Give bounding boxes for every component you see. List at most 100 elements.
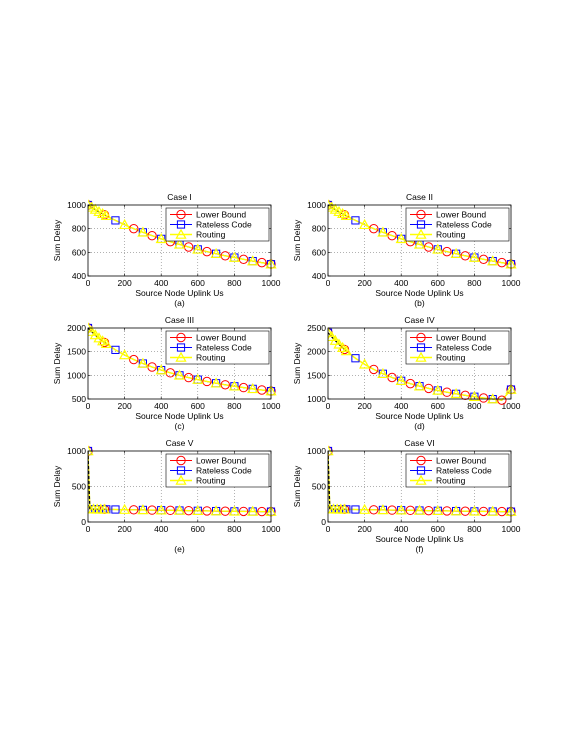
x-tick-label: 800 xyxy=(227,278,241,288)
legend-swatch-marker xyxy=(416,332,426,343)
x-axis-label: Source Node Uplink Us xyxy=(375,288,463,298)
x-tick-label: 1000 xyxy=(262,524,281,534)
x-tick-label: 0 xyxy=(86,524,91,534)
legend-label: Lower Bound xyxy=(436,456,486,466)
x-tick-label: 200 xyxy=(118,278,132,288)
panel-caption: (c) xyxy=(175,421,185,431)
marker-routing xyxy=(137,226,149,237)
marker-routing xyxy=(137,504,149,515)
panel-caption: (a) xyxy=(174,298,185,308)
marker-lower-bound xyxy=(442,246,452,257)
marker-routing xyxy=(340,345,352,356)
y-tick-label: 400 xyxy=(312,271,326,281)
panel-4: 0 200 400 600 800 1000 1000 1500 2000 2500 Case IV… xyxy=(292,315,521,431)
legend-label: Lower Bound xyxy=(196,456,246,466)
marker-routing xyxy=(358,358,371,369)
legend-label: Routing xyxy=(196,476,226,486)
legend-swatch-marker xyxy=(416,220,426,229)
marker-routing xyxy=(93,332,105,343)
marker-routing xyxy=(228,505,241,516)
marker-routing xyxy=(98,503,111,514)
marker-routing xyxy=(118,218,131,230)
legend-swatch-marker xyxy=(176,332,186,343)
marker-lower-bound xyxy=(202,246,212,257)
series-group xyxy=(88,445,277,517)
marker-routing xyxy=(210,377,222,388)
marker-lower-bound xyxy=(220,380,230,390)
x-axis-label: Source Node Uplink Us xyxy=(135,288,223,298)
y-tick-label: 800 xyxy=(312,224,326,234)
chart-title: Case VI xyxy=(404,438,434,448)
marker-routing xyxy=(118,503,131,514)
marker-lower-bound xyxy=(442,387,452,397)
legend-label: Routing xyxy=(436,230,466,240)
legend-swatch-marker xyxy=(415,351,427,362)
marker-lower-bound xyxy=(202,506,212,516)
axes-frame xyxy=(327,450,512,523)
marker-lower-bound xyxy=(183,242,194,252)
legend-swatch-marker xyxy=(415,228,427,239)
marker-routing xyxy=(247,505,259,516)
marker-routing xyxy=(192,373,204,384)
y-tick-label: 800 xyxy=(72,224,86,234)
legend-label: Rateless Code xyxy=(196,466,252,476)
marker-routing xyxy=(487,255,499,266)
legend-swatch-marker xyxy=(416,209,426,220)
marker-lower-bound xyxy=(238,506,249,517)
marker-lower-bound xyxy=(478,254,489,265)
panel-5: 0 200 400 600 800 1000 0 500 1000 Case V Sum Delay… xyxy=(52,438,281,554)
marker-routing xyxy=(155,364,167,375)
y-tick-label: 1000 xyxy=(307,200,326,210)
x-tick-label: 200 xyxy=(358,524,372,534)
marker-lower-bound xyxy=(129,354,139,365)
chart-title: Case I xyxy=(167,192,192,202)
x-tick-label: 1000 xyxy=(502,524,521,534)
marker-lower-bound xyxy=(165,368,176,378)
x-tick-label: 1000 xyxy=(262,401,281,411)
marker-routing xyxy=(333,338,345,349)
marker-routing xyxy=(432,504,444,516)
legend-label: Routing xyxy=(436,353,466,363)
marker-routing xyxy=(413,504,426,515)
x-tick-label: 0 xyxy=(326,401,331,411)
y-axis-label: Sum Delay xyxy=(52,219,62,261)
marker-routing xyxy=(210,505,222,516)
marker-routing xyxy=(450,247,462,259)
x-tick-label: 200 xyxy=(358,401,372,411)
marker-lower-bound xyxy=(257,385,267,395)
x-tick-label: 400 xyxy=(394,401,408,411)
x-tick-label: 0 xyxy=(326,524,331,534)
y-tick-label: 1000 xyxy=(67,370,86,380)
marker-routing xyxy=(487,505,499,516)
legend-swatch-marker xyxy=(176,466,186,475)
y-axis-label: Sum Delay xyxy=(292,342,302,384)
x-tick-label: 1000 xyxy=(502,401,521,411)
x-tick-label: 0 xyxy=(86,278,91,288)
x-tick-label: 800 xyxy=(467,278,481,288)
y-tick-label: 1000 xyxy=(307,394,326,404)
marker-routing xyxy=(88,322,94,333)
panel-3: 0 200 400 600 800 1000 500 1000 1500 2000 Case III… xyxy=(52,315,281,431)
x-tick-label: 800 xyxy=(227,401,241,411)
marker-lower-bound xyxy=(238,382,249,393)
marker-routing xyxy=(328,445,334,456)
legend-swatch-marker xyxy=(416,466,426,475)
marker-lower-bound xyxy=(405,378,416,389)
x-tick-label: 200 xyxy=(358,278,372,288)
y-tick-label: 1500 xyxy=(67,347,86,357)
x-tick-label: 800 xyxy=(467,401,481,411)
marker-lower-bound xyxy=(460,390,470,401)
marker-lower-bound xyxy=(497,506,507,517)
marker-routing xyxy=(228,380,241,391)
panel-caption: (d) xyxy=(414,421,425,431)
marker-lower-bound xyxy=(147,505,157,515)
marker-lower-bound xyxy=(460,251,470,261)
y-axis-label: Sum Delay xyxy=(52,342,62,384)
panel-1: 0 200 400 600 800 1000 400 600 800 1000 Case I Sum … xyxy=(52,192,281,308)
series-group xyxy=(88,199,277,269)
legend-label: Rateless Code xyxy=(196,343,252,353)
